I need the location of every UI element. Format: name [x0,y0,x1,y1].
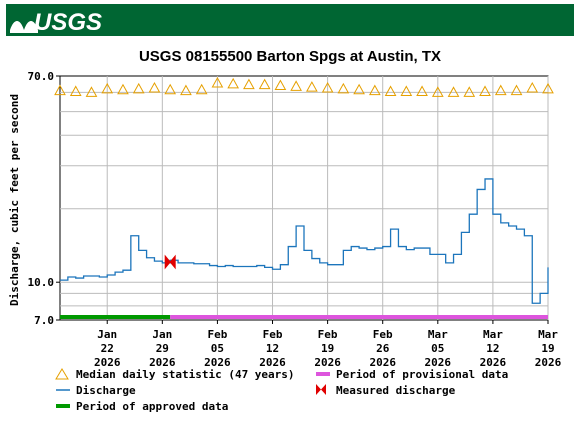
y-tick-label: 10.0 [28,276,55,289]
measured-point [164,254,176,270]
x-tick-label: Feb [263,328,283,341]
median-series [54,77,554,97]
legend-label: Period of approved data [76,400,228,413]
legend-swatch [316,372,330,376]
legend-label: Measured discharge [336,384,456,397]
median-point [195,83,208,95]
y-tick-label: 7.0 [34,314,54,327]
median-point [274,79,287,90]
data-period-bars [60,315,548,319]
median-point [306,81,318,92]
median-point [54,84,66,96]
x-axis-ticks: Jan222026Jan292026Feb052026Feb122026Feb1… [94,320,562,369]
legend-label: Median daily statistic (47 years) [76,368,295,381]
x-tick-label: 05 [431,342,444,355]
median-point [69,85,82,96]
median-point [258,78,271,90]
median-point [542,82,554,94]
x-tick-label: 2026 [259,356,286,369]
x-tick-label: 2026 [425,356,452,369]
median-point [101,82,114,94]
x-tick-label: Mar [538,328,558,341]
median-point [132,82,145,94]
usgs-logo-text: USGS [34,9,102,36]
median-point [164,83,177,95]
median-point [400,85,413,96]
median-point [148,81,161,93]
median-point [479,85,491,96]
usgs-logo: USGS [10,9,102,36]
x-tick-label: 05 [211,342,224,355]
discharge-line [60,178,549,304]
x-tick-label: 29 [156,342,169,355]
period-bar [60,315,171,319]
median-point [368,84,381,96]
x-tick-label: Feb [318,328,338,341]
header-bar [6,4,574,36]
x-tick-label: 26 [376,342,390,355]
legend-label: Discharge [76,384,136,397]
y-axis-label: Discharge, cubic feet per second [8,94,21,306]
median-point [384,85,397,96]
chart-title: USGS 08155500 Barton Spgs at Austin, TX [139,48,441,65]
median-point [85,86,98,97]
measured-series [164,254,176,270]
median-point [321,81,334,93]
x-tick-label: 19 [321,342,334,355]
x-tick-label: Jan [97,328,117,341]
median-point [526,81,539,93]
usgs-logo-mark [10,21,38,33]
legend-swatch [56,404,70,408]
median-point [510,84,523,96]
x-tick-label: Jan [152,328,172,341]
x-tick-label: Feb [207,328,227,341]
median-point [290,80,302,91]
legend-label: Period of provisional data [336,368,508,381]
x-tick-label: 12 [266,342,279,355]
x-tick-label: 2026 [480,356,507,369]
legend-swatch [55,368,69,380]
median-point [227,77,240,89]
median-point [180,84,192,96]
plot-area [59,75,549,321]
x-tick-label: 2026 [149,356,176,369]
x-tick-label: 12 [486,342,499,355]
median-point [431,86,444,97]
median-point [416,85,428,96]
x-tick-label: 22 [101,342,114,355]
median-point [463,86,476,97]
x-tick-label: 2026 [204,356,231,369]
median-point [243,78,255,90]
period-bar [170,315,548,319]
x-tick-label: 2026 [314,356,341,369]
x-tick-label: 2026 [94,356,121,369]
median-point [353,83,365,95]
median-point [337,82,350,94]
x-tick-label: Mar [428,328,448,341]
discharge-series [60,178,549,304]
legend: Median daily statistic (47 years) Period … [55,368,508,413]
median-point [494,84,507,96]
y-axis-ticks: 70.0 10.0 7.0 [28,70,60,327]
median-point [211,77,224,88]
x-tick-label: Mar [483,328,503,341]
x-tick-label: 2026 [535,356,562,369]
median-point [447,86,460,97]
x-tick-label: 2026 [369,356,396,369]
x-tick-label: 19 [541,342,554,355]
median-point [117,83,129,95]
legend-swatch [316,384,326,395]
x-tick-label: Feb [373,328,393,341]
y-tick-label: 70.0 [28,70,55,83]
